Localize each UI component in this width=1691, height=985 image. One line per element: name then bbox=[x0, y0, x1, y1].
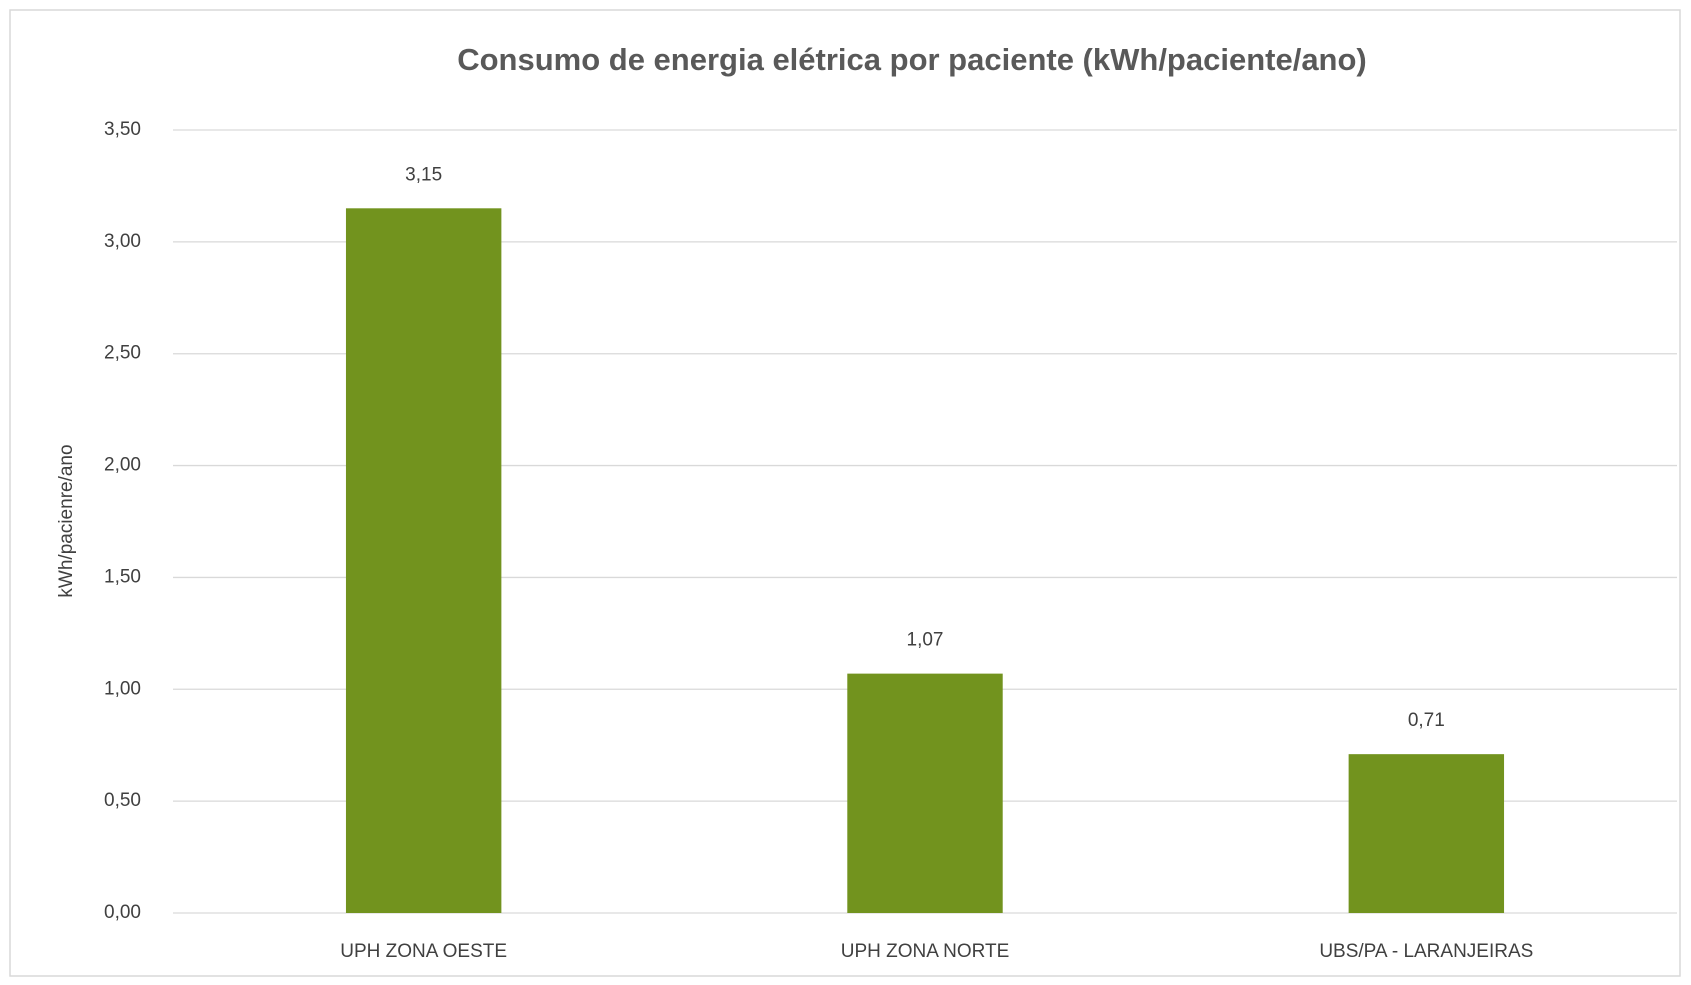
x-tick-label: UBS/PA - LARANJEIRAS bbox=[1319, 941, 1533, 962]
y-tick-label: 3,50 bbox=[104, 119, 141, 140]
y-tick-label: 2,50 bbox=[104, 343, 141, 364]
data-label: 3,15 bbox=[405, 164, 442, 185]
y-axis-label: kWh/pacienre/ano bbox=[56, 444, 77, 597]
bar bbox=[1348, 754, 1505, 913]
y-tick-label: 0,00 bbox=[104, 902, 141, 923]
bar bbox=[847, 673, 1003, 913]
data-label: 0,71 bbox=[1408, 710, 1445, 731]
y-tick-label: 1,00 bbox=[104, 678, 141, 699]
x-tick-label: UPH ZONA NORTE bbox=[841, 941, 1010, 962]
y-tick-label: 1,50 bbox=[104, 566, 141, 587]
bar bbox=[345, 208, 502, 914]
y-tick-label: 0,50 bbox=[104, 790, 141, 811]
chart-title: Consumo de energia elétrica por paciente… bbox=[457, 42, 1367, 77]
y-tick-label: 2,00 bbox=[104, 455, 141, 476]
x-tick-label: UPH ZONA OESTE bbox=[340, 941, 507, 962]
y-tick-label: 3,00 bbox=[104, 231, 141, 252]
data-label: 1,07 bbox=[907, 630, 944, 651]
